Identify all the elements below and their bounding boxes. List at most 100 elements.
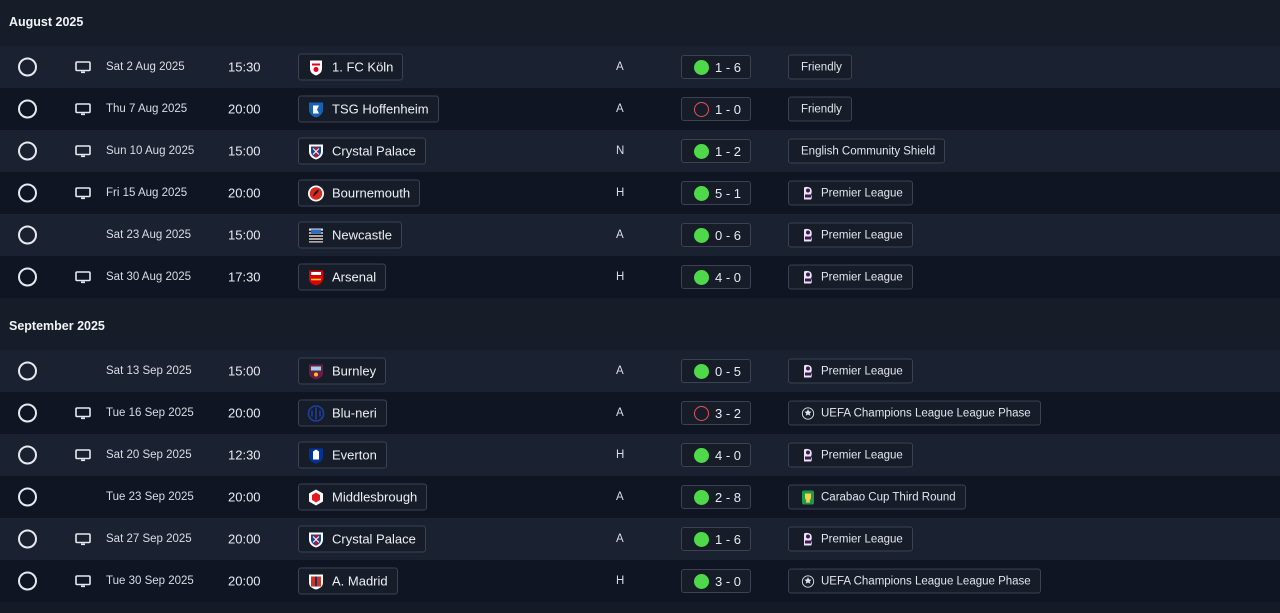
opponent-button[interactable]: 1. FC Köln (298, 53, 404, 81)
opponent-button[interactable]: Arsenal (298, 263, 387, 291)
competition-button[interactable]: Premier League (788, 358, 913, 384)
opponent-name: TSG Hoffenheim (332, 101, 429, 117)
fixture-row[interactable]: Sat 2 Aug 2025 15:30 1. FC Köln A 1 - 6 Frien… (0, 46, 1280, 88)
result-button[interactable]: 4 - 0 (681, 443, 751, 467)
competition-button[interactable]: Premier League (788, 442, 913, 468)
venue-indicator: A (616, 365, 624, 377)
select-radio[interactable] (18, 361, 37, 381)
opponent-button[interactable]: Blu-neri (298, 399, 387, 427)
fixture-row[interactable]: Sat 23 Aug 2025 15:00 Newcastle A 0 - 6 Premi… (0, 214, 1280, 256)
competition-button[interactable]: English Community Shield (788, 138, 946, 164)
opponent-button[interactable]: Middlesbrough (298, 483, 428, 511)
premier-league-logo-icon (801, 531, 815, 547)
blu-neri-crest-icon (307, 404, 325, 422)
hoffenheim-crest-icon (307, 100, 325, 118)
competition-button[interactable]: Premier League (788, 264, 913, 290)
select-radio[interactable] (18, 57, 37, 77)
match-date: Sat 23 Aug 2025 (106, 229, 192, 241)
result-button[interactable]: 1 - 6 (681, 527, 751, 551)
fixture-row[interactable]: Sat 27 Sep 2025 20:00 Crystal Palace A 1 - 6… (0, 518, 1280, 560)
atletico-madrid-crest-icon (307, 572, 325, 590)
match-score: 1 - 2 (715, 143, 742, 159)
match-date: Sat 13 Sep 2025 (106, 365, 192, 377)
competition-button[interactable]: UEFA Champions League League Phase (788, 568, 1041, 594)
koln-crest-icon (307, 58, 325, 76)
result-button[interactable]: 4 - 0 (681, 265, 751, 289)
match-time: 12:30 (228, 447, 261, 463)
venue-indicator: A (616, 61, 624, 73)
match-score: 1 - 6 (715, 59, 742, 75)
fixture-row[interactable]: Sat 20 Sep 2025 12:30 Everton H 4 - 0 Premier… (0, 434, 1280, 476)
competition-button[interactable]: Premier League (788, 222, 913, 248)
competition-button[interactable]: Premier League (788, 180, 913, 206)
premier-league-logo-icon (801, 227, 815, 243)
champions-league-logo-icon (801, 573, 815, 589)
select-radio[interactable] (18, 445, 37, 465)
opponent-button[interactable]: Bournemouth (298, 179, 421, 207)
select-radio[interactable] (18, 529, 37, 549)
select-radio[interactable] (18, 141, 37, 161)
opponent-button[interactable]: Burnley (298, 357, 387, 385)
match-date: Tue 23 Sep 2025 (106, 491, 194, 503)
select-radio[interactable] (18, 183, 37, 203)
result-button[interactable]: 1 - 6 (681, 55, 751, 79)
opponent-button[interactable]: Crystal Palace (298, 525, 426, 553)
fixture-row[interactable]: Sat 13 Sep 2025 15:00 Burnley A 0 - 5 Premier… (0, 350, 1280, 392)
opponent-name: Burnley (332, 363, 377, 379)
match-time: 20:00 (228, 531, 261, 547)
opponent-name: Arsenal (332, 269, 377, 285)
select-radio[interactable] (18, 267, 37, 287)
result-button[interactable]: 1 - 0 (681, 97, 751, 121)
competition-button[interactable]: Premier League (788, 526, 913, 552)
win-indicator-icon (694, 363, 709, 379)
result-button[interactable]: 3 - 0 (681, 569, 751, 593)
result-button[interactable]: 1 - 2 (681, 139, 751, 163)
match-time: 15:00 (228, 363, 261, 379)
match-date: Sun 10 Aug 2025 (106, 145, 195, 157)
result-button[interactable]: 3 - 2 (681, 401, 751, 425)
opponent-name: Bournemouth (332, 185, 411, 201)
competition-button[interactable]: Carabao Cup Third Round (788, 484, 966, 510)
competition-button[interactable]: Friendly (788, 54, 852, 80)
opponent-button[interactable]: Crystal Palace (298, 137, 426, 165)
venue-indicator: N (616, 145, 625, 157)
crystal-palace-crest-icon (307, 142, 325, 160)
result-button[interactable]: 0 - 6 (681, 223, 751, 247)
competition-name: UEFA Champions League League Phase (821, 407, 1031, 419)
opponent-button[interactable]: Newcastle (298, 221, 402, 249)
fixture-row[interactable]: Sun 10 Aug 2025 15:00 Crystal Palace N 1 - 2… (0, 130, 1280, 172)
fixture-row[interactable]: Tue 23 Sep 2025 20:00 Middlesbrough A 2 - 8 C… (0, 476, 1280, 518)
fixture-row[interactable]: Thu 7 Aug 2025 20:00 TSG Hoffenheim A 1 - 0 F… (0, 88, 1280, 130)
opponent-button[interactable]: Everton (298, 441, 387, 469)
select-radio[interactable] (18, 571, 37, 591)
match-time: 17:30 (228, 269, 261, 285)
carabao-cup-logo-icon (801, 489, 815, 505)
match-time: 20:00 (228, 101, 261, 117)
select-radio[interactable] (18, 99, 37, 119)
select-radio[interactable] (18, 403, 37, 423)
opponent-button[interactable]: A. Madrid (298, 567, 398, 595)
fixture-row[interactable]: Sat 30 Aug 2025 17:30 Arsenal H 4 - 0 Premier… (0, 256, 1280, 298)
competition-name: Premier League (821, 449, 903, 461)
match-score: 1 - 6 (715, 531, 742, 547)
competition-name: Friendly (801, 61, 842, 73)
win-indicator-icon (694, 531, 709, 547)
match-score: 1 - 0 (715, 101, 742, 117)
select-radio[interactable] (18, 487, 37, 507)
competition-button[interactable]: Friendly (788, 96, 852, 122)
venue-indicator: A (616, 103, 624, 115)
result-button[interactable]: 5 - 1 (681, 181, 751, 205)
opponent-button[interactable]: TSG Hoffenheim (298, 95, 439, 123)
result-button[interactable]: 0 - 5 (681, 359, 751, 383)
competition-button[interactable]: UEFA Champions League League Phase (788, 400, 1041, 426)
match-score: 4 - 0 (715, 269, 742, 285)
fixture-row[interactable]: Tue 16 Sep 2025 20:00 Blu-neri A 3 - 2 UEFA C… (0, 392, 1280, 434)
fixture-row[interactable]: Fri 15 Aug 2025 20:00 Bournemouth H 5 - 1 Pre… (0, 172, 1280, 214)
match-time: 15:00 (228, 227, 261, 243)
result-button[interactable]: 2 - 8 (681, 485, 751, 509)
fixture-row[interactable]: Tue 30 Sep 2025 20:00 A. Madrid H 3 - 0 UEFA … (0, 560, 1280, 602)
select-radio[interactable] (18, 225, 37, 245)
match-date: Sat 20 Sep 2025 (106, 449, 192, 461)
match-date: Thu 7 Aug 2025 (106, 103, 188, 115)
